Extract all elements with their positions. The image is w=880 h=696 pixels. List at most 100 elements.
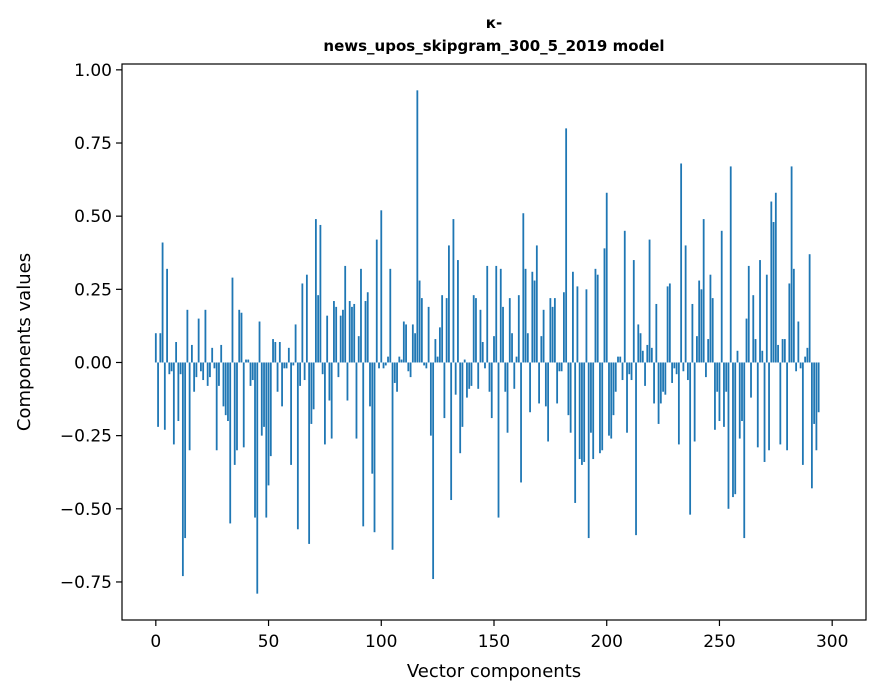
bar-21 xyxy=(202,362,205,381)
bar-62 xyxy=(294,324,297,363)
bar-4 xyxy=(163,362,166,430)
bar-179 xyxy=(558,362,561,372)
bar-101 xyxy=(382,362,385,369)
bar-104 xyxy=(389,268,392,363)
bar-85 xyxy=(346,362,349,401)
bar-84 xyxy=(344,265,347,363)
bar-253 xyxy=(725,362,728,392)
bar-140 xyxy=(470,362,473,386)
bar-290 xyxy=(808,254,811,363)
bar-33 xyxy=(229,362,232,524)
bar-6 xyxy=(168,362,171,375)
bar-83 xyxy=(342,309,344,363)
bar-139 xyxy=(468,362,471,389)
bar-289 xyxy=(806,347,809,363)
bar-25 xyxy=(211,347,214,363)
bar-116 xyxy=(416,90,419,363)
bar-281 xyxy=(788,283,791,363)
bar-194 xyxy=(592,362,595,460)
bar-158 xyxy=(511,333,513,363)
bar-113 xyxy=(409,362,412,378)
bar-80 xyxy=(335,306,338,363)
bar-188 xyxy=(578,362,581,460)
bar-138 xyxy=(466,362,468,398)
bar-43 xyxy=(251,362,254,381)
bar-251 xyxy=(720,230,723,363)
bar-127 xyxy=(441,295,444,363)
bar-173 xyxy=(544,362,547,407)
bar-26 xyxy=(213,362,216,369)
bar-98 xyxy=(375,239,378,363)
bar-95 xyxy=(369,362,371,407)
bar-82 xyxy=(339,315,342,363)
bar-45 xyxy=(256,362,259,594)
bar-100 xyxy=(380,210,383,363)
bar-222 xyxy=(655,303,658,363)
bar-193 xyxy=(590,362,592,433)
bar-67 xyxy=(305,274,308,363)
bar-218 xyxy=(646,344,649,363)
bar-250 xyxy=(718,362,721,422)
bar-208 xyxy=(623,230,626,363)
bar-204 xyxy=(614,362,617,392)
bar-261 xyxy=(743,362,746,539)
bar-285 xyxy=(797,321,800,363)
bar-265 xyxy=(752,295,755,363)
bar-191 xyxy=(585,289,588,363)
bar-237 xyxy=(689,362,692,515)
bar-129 xyxy=(445,298,448,363)
bar-277 xyxy=(779,362,782,445)
bar-108 xyxy=(398,356,401,363)
bar-88 xyxy=(353,303,356,363)
bar-63 xyxy=(296,362,299,530)
y-axis-label: Components values xyxy=(14,253,35,431)
bar-119 xyxy=(423,362,426,366)
bar-36 xyxy=(236,362,238,451)
bar-3 xyxy=(161,242,164,363)
bar-23 xyxy=(206,362,209,386)
bar-181 xyxy=(562,292,565,363)
bar-224 xyxy=(659,362,662,404)
bar-248 xyxy=(714,362,716,430)
bar-264 xyxy=(750,362,752,398)
bar-207 xyxy=(621,362,624,381)
bar-274 xyxy=(772,222,775,363)
bar-169 xyxy=(535,245,538,363)
bar-7 xyxy=(170,362,173,372)
bar-214 xyxy=(637,324,640,363)
x-tick-label: 50 xyxy=(258,632,280,652)
bar-220 xyxy=(650,347,653,363)
bar-15 xyxy=(188,362,191,451)
bar-128 xyxy=(443,362,446,419)
chart-title-line-1: к- xyxy=(486,14,502,32)
bar-155 xyxy=(504,362,507,392)
bar-79 xyxy=(333,301,335,363)
bar-182 xyxy=(565,128,568,363)
bar-151 xyxy=(495,265,498,363)
bar-162 xyxy=(520,362,522,483)
bar-78 xyxy=(330,362,333,439)
bar-97 xyxy=(373,362,376,533)
bar-68 xyxy=(308,362,311,544)
bar-60 xyxy=(290,362,292,465)
bar-126 xyxy=(438,327,441,363)
bar-42 xyxy=(249,362,252,386)
bar-114 xyxy=(411,324,414,363)
y-axis-ticks: 1.00 0.75 0.50 0.25 0.00 −0.25 −0.50 −0.75 xyxy=(60,61,122,593)
bar-178 xyxy=(556,362,559,404)
bar-246 xyxy=(709,274,712,363)
bar-231 xyxy=(675,362,678,375)
bar-121 xyxy=(427,306,430,363)
bar-161 xyxy=(517,295,520,363)
bar-282 xyxy=(790,166,793,363)
bar-185 xyxy=(572,271,574,363)
bar-149 xyxy=(490,362,493,419)
bar-48 xyxy=(263,362,265,427)
bar-243 xyxy=(702,219,705,363)
bar-118 xyxy=(420,298,423,363)
bar-275 xyxy=(774,192,777,363)
bar-160 xyxy=(515,356,518,363)
bar-148 xyxy=(488,362,491,392)
bar-294 xyxy=(817,362,820,413)
bar-286 xyxy=(799,362,802,369)
